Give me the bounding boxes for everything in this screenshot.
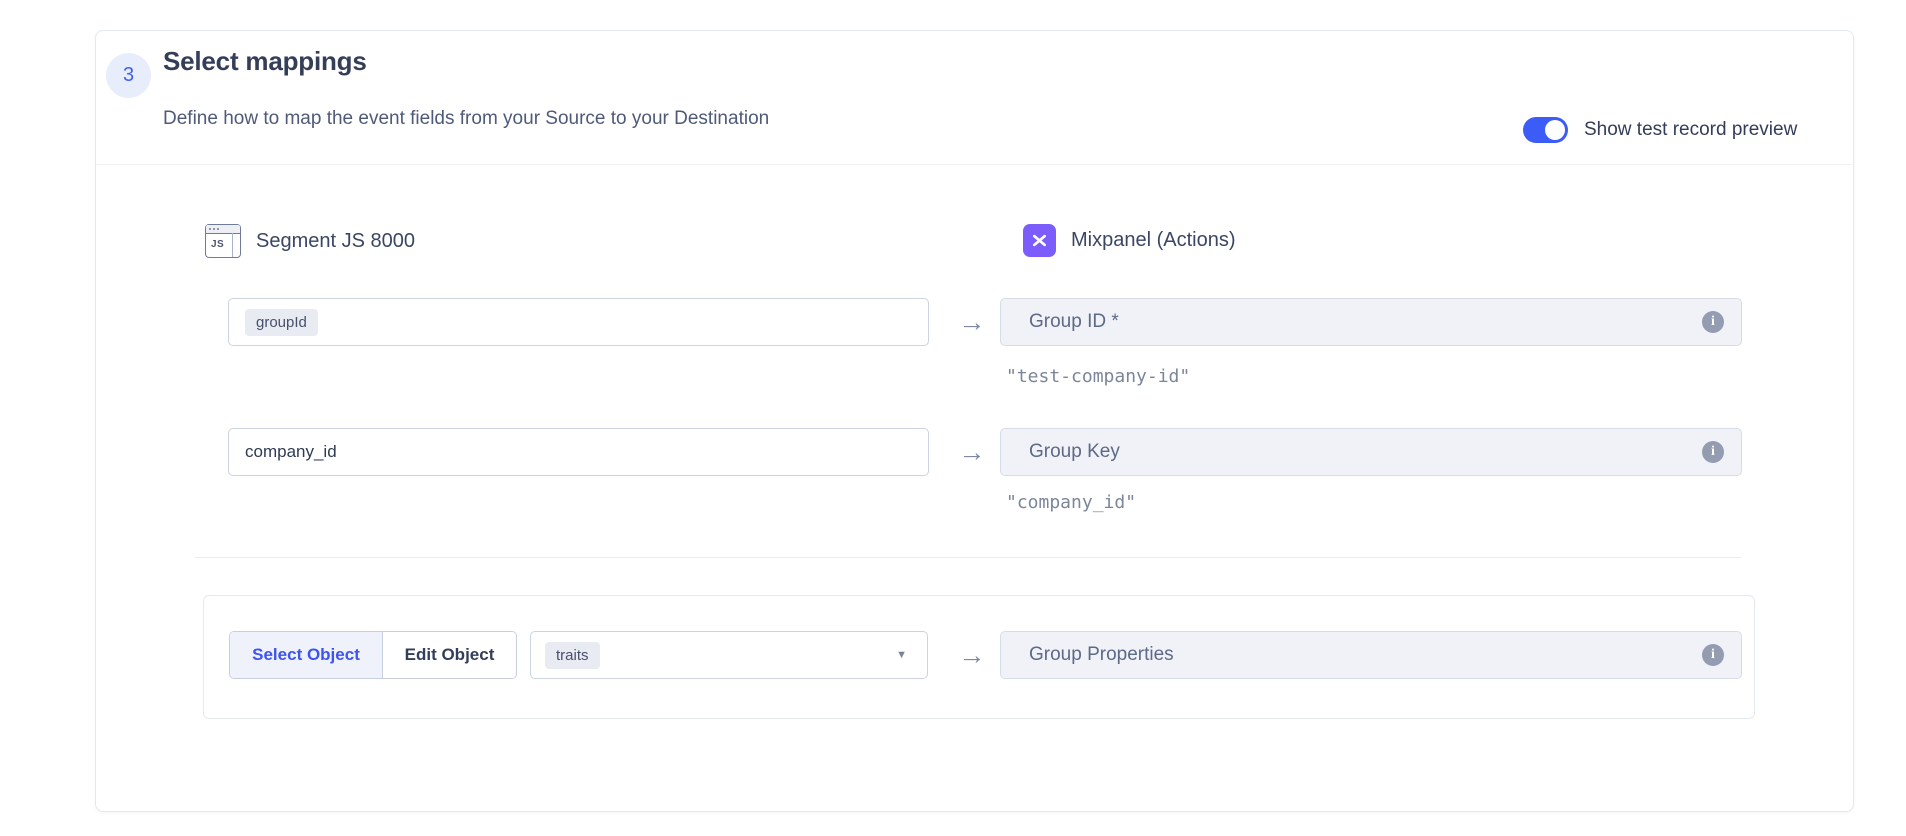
info-icon[interactable]: i [1702, 441, 1724, 463]
arrow-right-icon: → [958, 639, 986, 670]
destination-name: Mixpanel (Actions) [1071, 229, 1236, 251]
chevron-down-icon: ▼ [896, 649, 907, 661]
object-source-dropdown[interactable]: traits ▼ [530, 631, 928, 679]
source-field-input-groupid[interactable]: groupId [228, 298, 929, 346]
source-field-value: company_id [245, 442, 337, 461]
arrow-right-icon: → [958, 306, 986, 337]
destination-field-label: Group ID * [1029, 311, 1119, 332]
page-title: Select mappings [163, 46, 367, 76]
dropdown-selected-token[interactable]: traits [545, 641, 600, 669]
mixpanel-logo-icon [1023, 224, 1056, 257]
source-header: JS Segment JS 8000 [205, 224, 415, 258]
destination-field-label: Group Key [1029, 441, 1120, 462]
select-object-button[interactable]: Select Object [230, 632, 383, 678]
page-subtitle: Define how to map the event fields from … [163, 108, 770, 129]
destination-field-label: Group Properties [1029, 644, 1174, 665]
source-js-icon: JS [205, 224, 241, 258]
destination-field-group-key[interactable]: Group Key i [1000, 428, 1742, 476]
test-record-toggle-row: Show test record preview [1523, 117, 1797, 143]
destination-field-group-properties[interactable]: Group Properties i [1000, 631, 1742, 679]
info-icon[interactable]: i [1702, 311, 1724, 333]
test-record-preview-value: "company_id" [1006, 492, 1137, 513]
step-number-badge: 3 [106, 53, 151, 98]
test-record-preview-value: "test-company-id" [1006, 366, 1191, 387]
arrow-right-icon: → [958, 436, 986, 467]
source-field-token[interactable]: groupId [245, 308, 318, 336]
info-icon[interactable]: i [1702, 644, 1724, 666]
section-divider [195, 557, 1741, 558]
destination-header: Mixpanel (Actions) [1023, 224, 1236, 257]
js-icon-label: JS [211, 239, 225, 250]
show-test-record-toggle[interactable] [1523, 117, 1568, 143]
toggle-knob-icon [1545, 120, 1565, 140]
object-mode-button-group: Select Object Edit Object [229, 631, 517, 679]
toggle-label: Show test record preview [1584, 119, 1798, 140]
source-name: Segment JS 8000 [256, 229, 415, 252]
source-field-input-company-id[interactable]: company_id [228, 428, 929, 476]
edit-object-button[interactable]: Edit Object [383, 632, 516, 678]
header-divider [96, 164, 1851, 165]
destination-field-group-id[interactable]: Group ID * i [1000, 298, 1742, 346]
